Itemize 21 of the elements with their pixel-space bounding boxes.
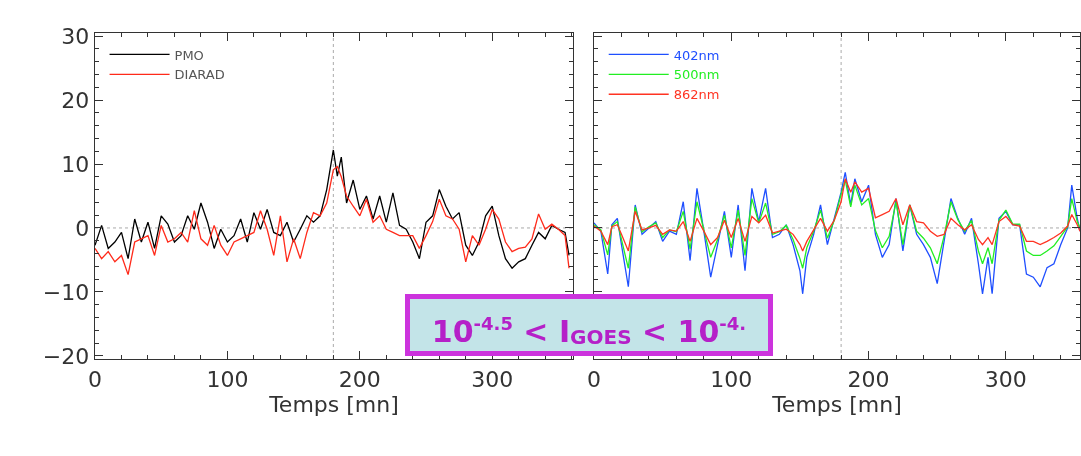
x-tick-label: 100 [710,366,753,392]
y-tick-label: 30 [61,23,90,49]
x-tick-label: 100 [206,366,249,392]
y-tick-label: 20 [61,87,90,113]
y-tick-label: −10 [42,279,90,305]
y-tick-label: 10 [61,151,90,177]
legend-label: 500nm [673,67,720,83]
annotation: 10$^{-4.5}$ < I$_{GOES}$ < 10$^{-4.}$ [405,294,773,356]
legend-label: 862nm [673,87,720,103]
x-tick-label: 200 [338,366,381,392]
x-axis-title: Temps [mn] [268,392,399,418]
y-tick-label: −20 [42,343,90,369]
legend-label: PMO [174,47,204,63]
x-tick-label: 300 [984,366,1027,392]
legend-label: DIARAD [174,67,225,83]
legend-label: 402nm [673,47,720,63]
x-axis-title: Temps [mn] [771,392,902,418]
y-tick-label: 0 [75,215,90,241]
x-tick-label: 300 [471,366,514,392]
x-tick-label: 0 [587,366,601,392]
x-tick-label: 200 [847,366,890,392]
